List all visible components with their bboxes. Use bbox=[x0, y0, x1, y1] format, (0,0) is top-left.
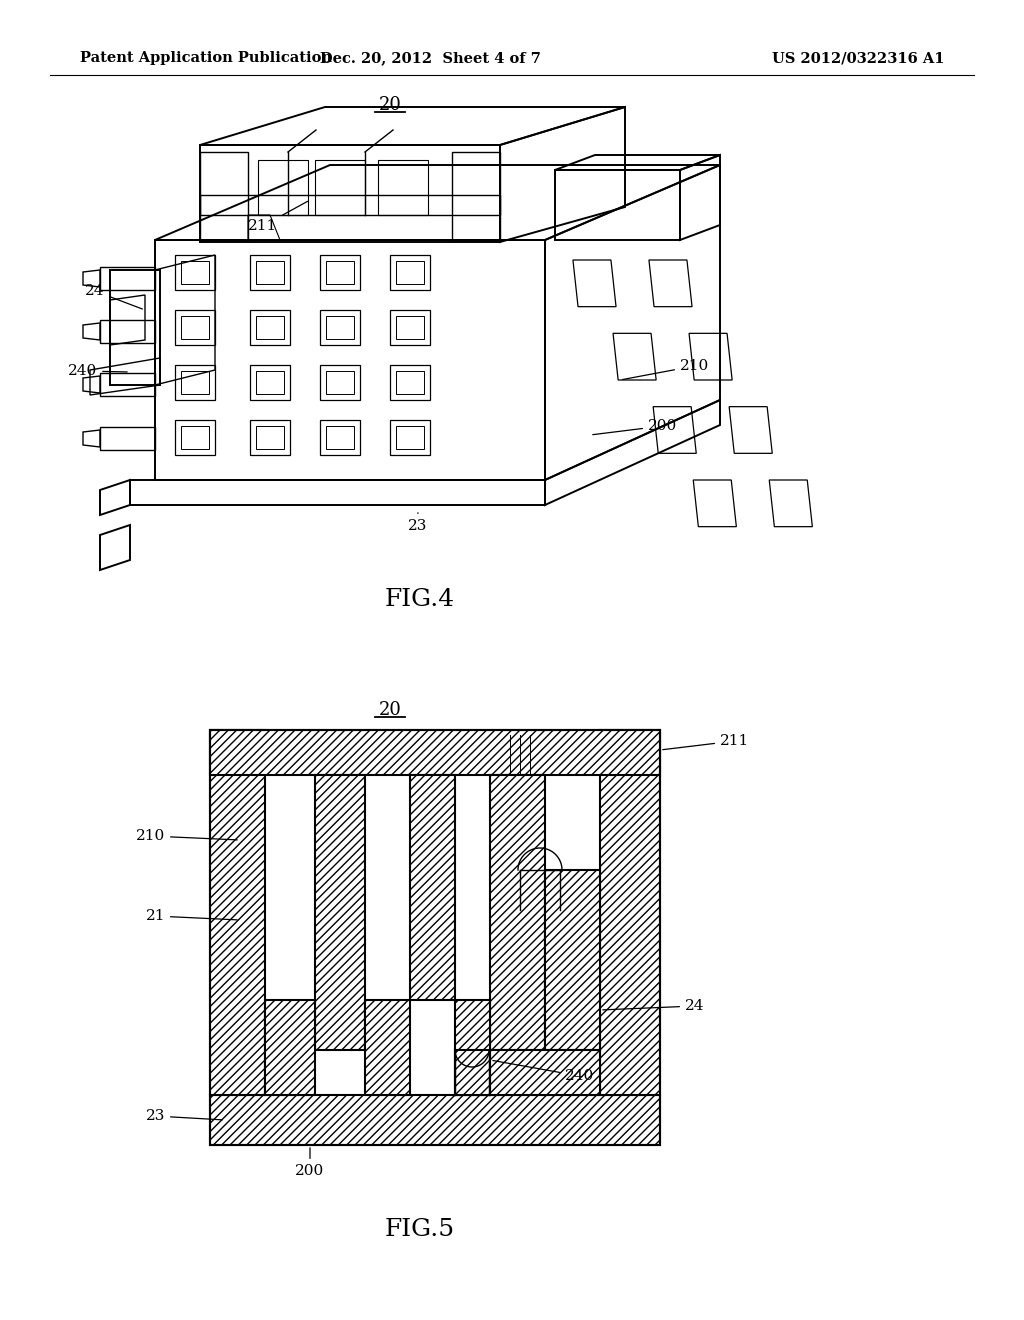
Polygon shape bbox=[365, 1001, 410, 1096]
Polygon shape bbox=[265, 1001, 315, 1096]
Text: 210: 210 bbox=[136, 829, 238, 843]
Polygon shape bbox=[210, 730, 265, 1096]
Polygon shape bbox=[210, 1096, 660, 1144]
Text: 20: 20 bbox=[379, 96, 401, 114]
Text: US 2012/0322316 A1: US 2012/0322316 A1 bbox=[771, 51, 944, 65]
Text: 20: 20 bbox=[379, 701, 401, 719]
Polygon shape bbox=[455, 1049, 490, 1096]
Text: 21: 21 bbox=[145, 909, 238, 923]
Text: FIG.5: FIG.5 bbox=[385, 1218, 455, 1242]
Text: FIG.4: FIG.4 bbox=[385, 589, 455, 611]
Polygon shape bbox=[545, 870, 600, 1049]
Polygon shape bbox=[600, 730, 660, 1096]
Text: 200: 200 bbox=[593, 418, 677, 434]
Text: 211: 211 bbox=[248, 202, 307, 234]
Text: 240: 240 bbox=[493, 1060, 594, 1082]
Polygon shape bbox=[210, 730, 660, 1144]
Polygon shape bbox=[455, 1001, 490, 1096]
Polygon shape bbox=[490, 775, 545, 1049]
Text: 200: 200 bbox=[295, 1148, 325, 1177]
Text: 240: 240 bbox=[68, 364, 127, 378]
Polygon shape bbox=[210, 730, 660, 775]
Text: Patent Application Publication: Patent Application Publication bbox=[80, 51, 332, 65]
Text: 210: 210 bbox=[623, 359, 710, 379]
Polygon shape bbox=[315, 775, 365, 1049]
Text: 23: 23 bbox=[145, 1109, 222, 1123]
Text: 24: 24 bbox=[603, 999, 705, 1012]
Text: Dec. 20, 2012  Sheet 4 of 7: Dec. 20, 2012 Sheet 4 of 7 bbox=[319, 51, 541, 65]
Text: 23: 23 bbox=[408, 512, 427, 533]
Text: 24: 24 bbox=[85, 284, 142, 309]
Text: 211: 211 bbox=[663, 734, 750, 750]
Polygon shape bbox=[410, 775, 455, 1001]
Polygon shape bbox=[490, 1049, 600, 1096]
